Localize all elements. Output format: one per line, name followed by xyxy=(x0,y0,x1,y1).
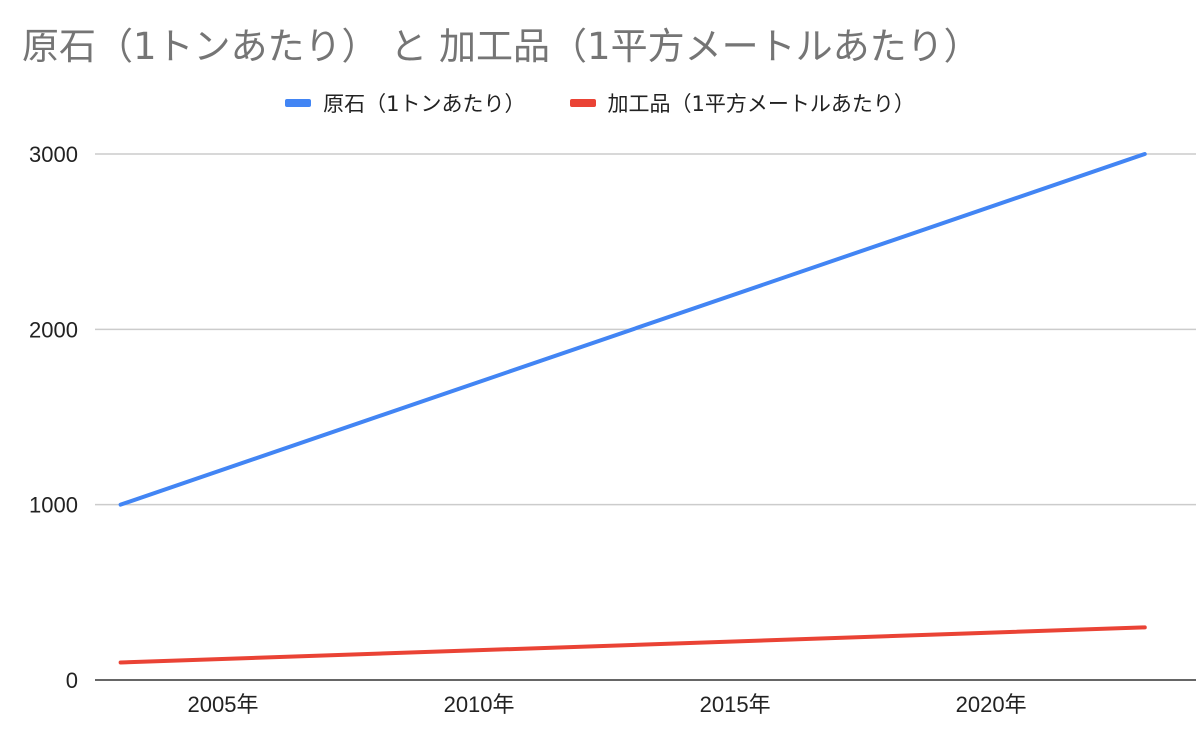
legend-swatch-raw-stone xyxy=(285,99,312,107)
legend-item-processed[interactable]: 加工品（1平方メートルあたり） xyxy=(569,88,915,118)
y-tick-label-0: 0 xyxy=(66,668,78,693)
legend-swatch-processed xyxy=(569,99,596,107)
legend-label-raw-stone: 原石（1トンあたり） xyxy=(323,92,526,116)
y-tick-label-2000: 2000 xyxy=(29,317,78,342)
x-tick-label-2010: 2010年 xyxy=(444,692,515,717)
series-line-0 xyxy=(118,152,1147,507)
y-tick-label-1000: 1000 xyxy=(29,493,78,518)
x-tick-label-2005: 2005年 xyxy=(188,692,259,717)
chart-title: 原石（1トンあたり） と 加工品（1平方メートルあたり） xyxy=(22,25,981,68)
y-tick-label-3000: 3000 xyxy=(29,142,78,167)
x-tick-label-2020: 2020年 xyxy=(956,692,1027,717)
legend-label-processed: 加工品（1平方メートルあたり） xyxy=(607,92,915,116)
x-tick-label-2015: 2015年 xyxy=(700,692,771,717)
series-line-1 xyxy=(118,625,1147,665)
legend-item-raw-stone[interactable]: 原石（1トンあたり） xyxy=(285,88,526,118)
legend: 原石（1トンあたり） 加工品（1平方メートルあたり） xyxy=(0,88,1200,118)
